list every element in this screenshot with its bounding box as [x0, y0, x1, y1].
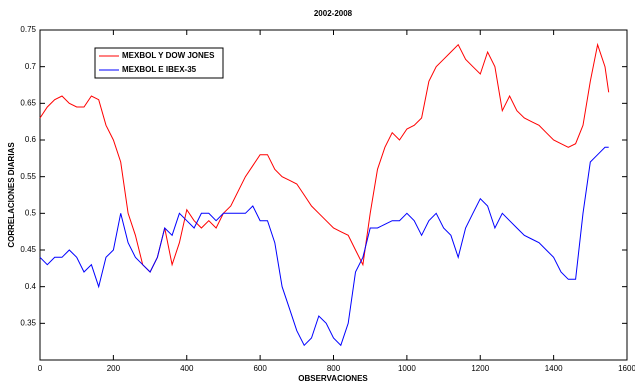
y-tick-label: 0.4: [25, 282, 37, 291]
x-tick-label: 1000: [398, 364, 416, 373]
plot-area: [39, 29, 628, 361]
x-tick-label: 800: [327, 364, 341, 373]
y-tick-label: 0.35: [20, 318, 36, 327]
legend-box: [94, 47, 224, 79]
y-axis-label: CORRELACIONES DIARIAS: [7, 142, 16, 248]
x-axis-label: OBSERVACIONES: [298, 374, 368, 383]
x-tick-label: 200: [107, 364, 121, 373]
legend-label: MEXBOL Y DOW JONES: [122, 51, 215, 60]
x-tick-label: 1600: [618, 364, 635, 373]
x-tick-label: 400: [180, 364, 194, 373]
y-tick-label: 0.5: [25, 208, 37, 217]
x-tick-label: 1400: [545, 364, 563, 373]
series-line: [39, 146, 609, 347]
legend-label: MEXBOL E IBEX-35: [122, 65, 197, 74]
x-tick-label: 0: [38, 364, 43, 373]
x-tick-label: 1200: [471, 364, 489, 373]
y-tick-label: 0.55: [20, 172, 36, 181]
x-tick-label: 600: [253, 364, 267, 373]
chart-title: 2002-2008: [314, 9, 353, 18]
y-tick-label: 0.45: [20, 245, 36, 254]
y-tick-label: 0.75: [20, 25, 36, 34]
series-line: [39, 42, 610, 273]
y-tick-label: 0.7: [25, 62, 37, 71]
y-tick-label: 0.6: [25, 135, 37, 144]
y-tick-label: 0.65: [20, 98, 36, 107]
